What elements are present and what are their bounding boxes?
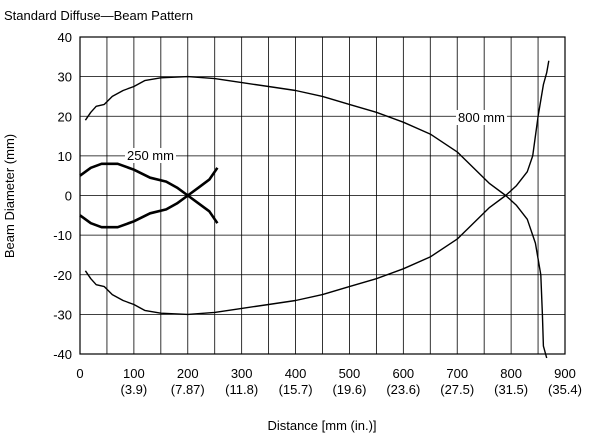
x-tick-sublabel: (23.6) [386, 382, 420, 397]
x-tick-label: 0 [76, 366, 83, 381]
x-tick-label: 300 [231, 366, 253, 381]
y-axis-label: Beam Diameter (mm) [2, 134, 17, 258]
y-tick-label: 0 [65, 189, 72, 204]
x-axis-label: Distance [mm (in.)] [267, 418, 376, 433]
x-tick-label: 900 [554, 366, 576, 381]
x-tick-sublabel: (31.5) [494, 382, 528, 397]
x-tick-label: 800 [500, 366, 522, 381]
y-tick-label: 40 [58, 30, 72, 45]
x-tick-label: 600 [392, 366, 414, 381]
x-tick-sublabel: (3.9) [121, 382, 148, 397]
x-tick-sublabel: (27.5) [440, 382, 474, 397]
curve-label: 800 mm [458, 110, 505, 125]
curve-label-bg [456, 110, 507, 125]
y-tick-label: 30 [58, 70, 72, 85]
x-tick-sublabel: (7.87) [171, 382, 205, 397]
plot-frame [79, 36, 566, 355]
curve-label: 250 mm [127, 148, 174, 163]
y-tick-label: -20 [53, 268, 72, 283]
curve-label-bg [125, 148, 176, 163]
y-tick-label: 20 [58, 109, 72, 124]
x-tick-label: 700 [446, 366, 468, 381]
x-tick-sublabel: (11.8) [225, 382, 258, 397]
x-tick-label: 400 [285, 366, 307, 381]
x-tick-label: 100 [123, 366, 145, 381]
y-tick-label: -40 [53, 347, 72, 362]
x-tick-sublabel: (15.7) [279, 382, 313, 397]
x-tick-sublabel: (19.6) [332, 382, 366, 397]
y-tick-label: -10 [53, 228, 72, 243]
y-tick-label: -30 [53, 307, 72, 322]
beam-curve [79, 167, 219, 229]
y-tick-label: 10 [58, 149, 72, 164]
chart-title: Standard Diffuse—Beam Pattern [4, 8, 193, 23]
beam-curve [84, 60, 550, 316]
x-tick-label: 500 [339, 366, 361, 381]
beam-curve [84, 75, 548, 359]
beam-curve [79, 162, 219, 224]
x-tick-label: 200 [177, 366, 199, 381]
x-tick-sublabel: (35.4) [548, 382, 582, 397]
